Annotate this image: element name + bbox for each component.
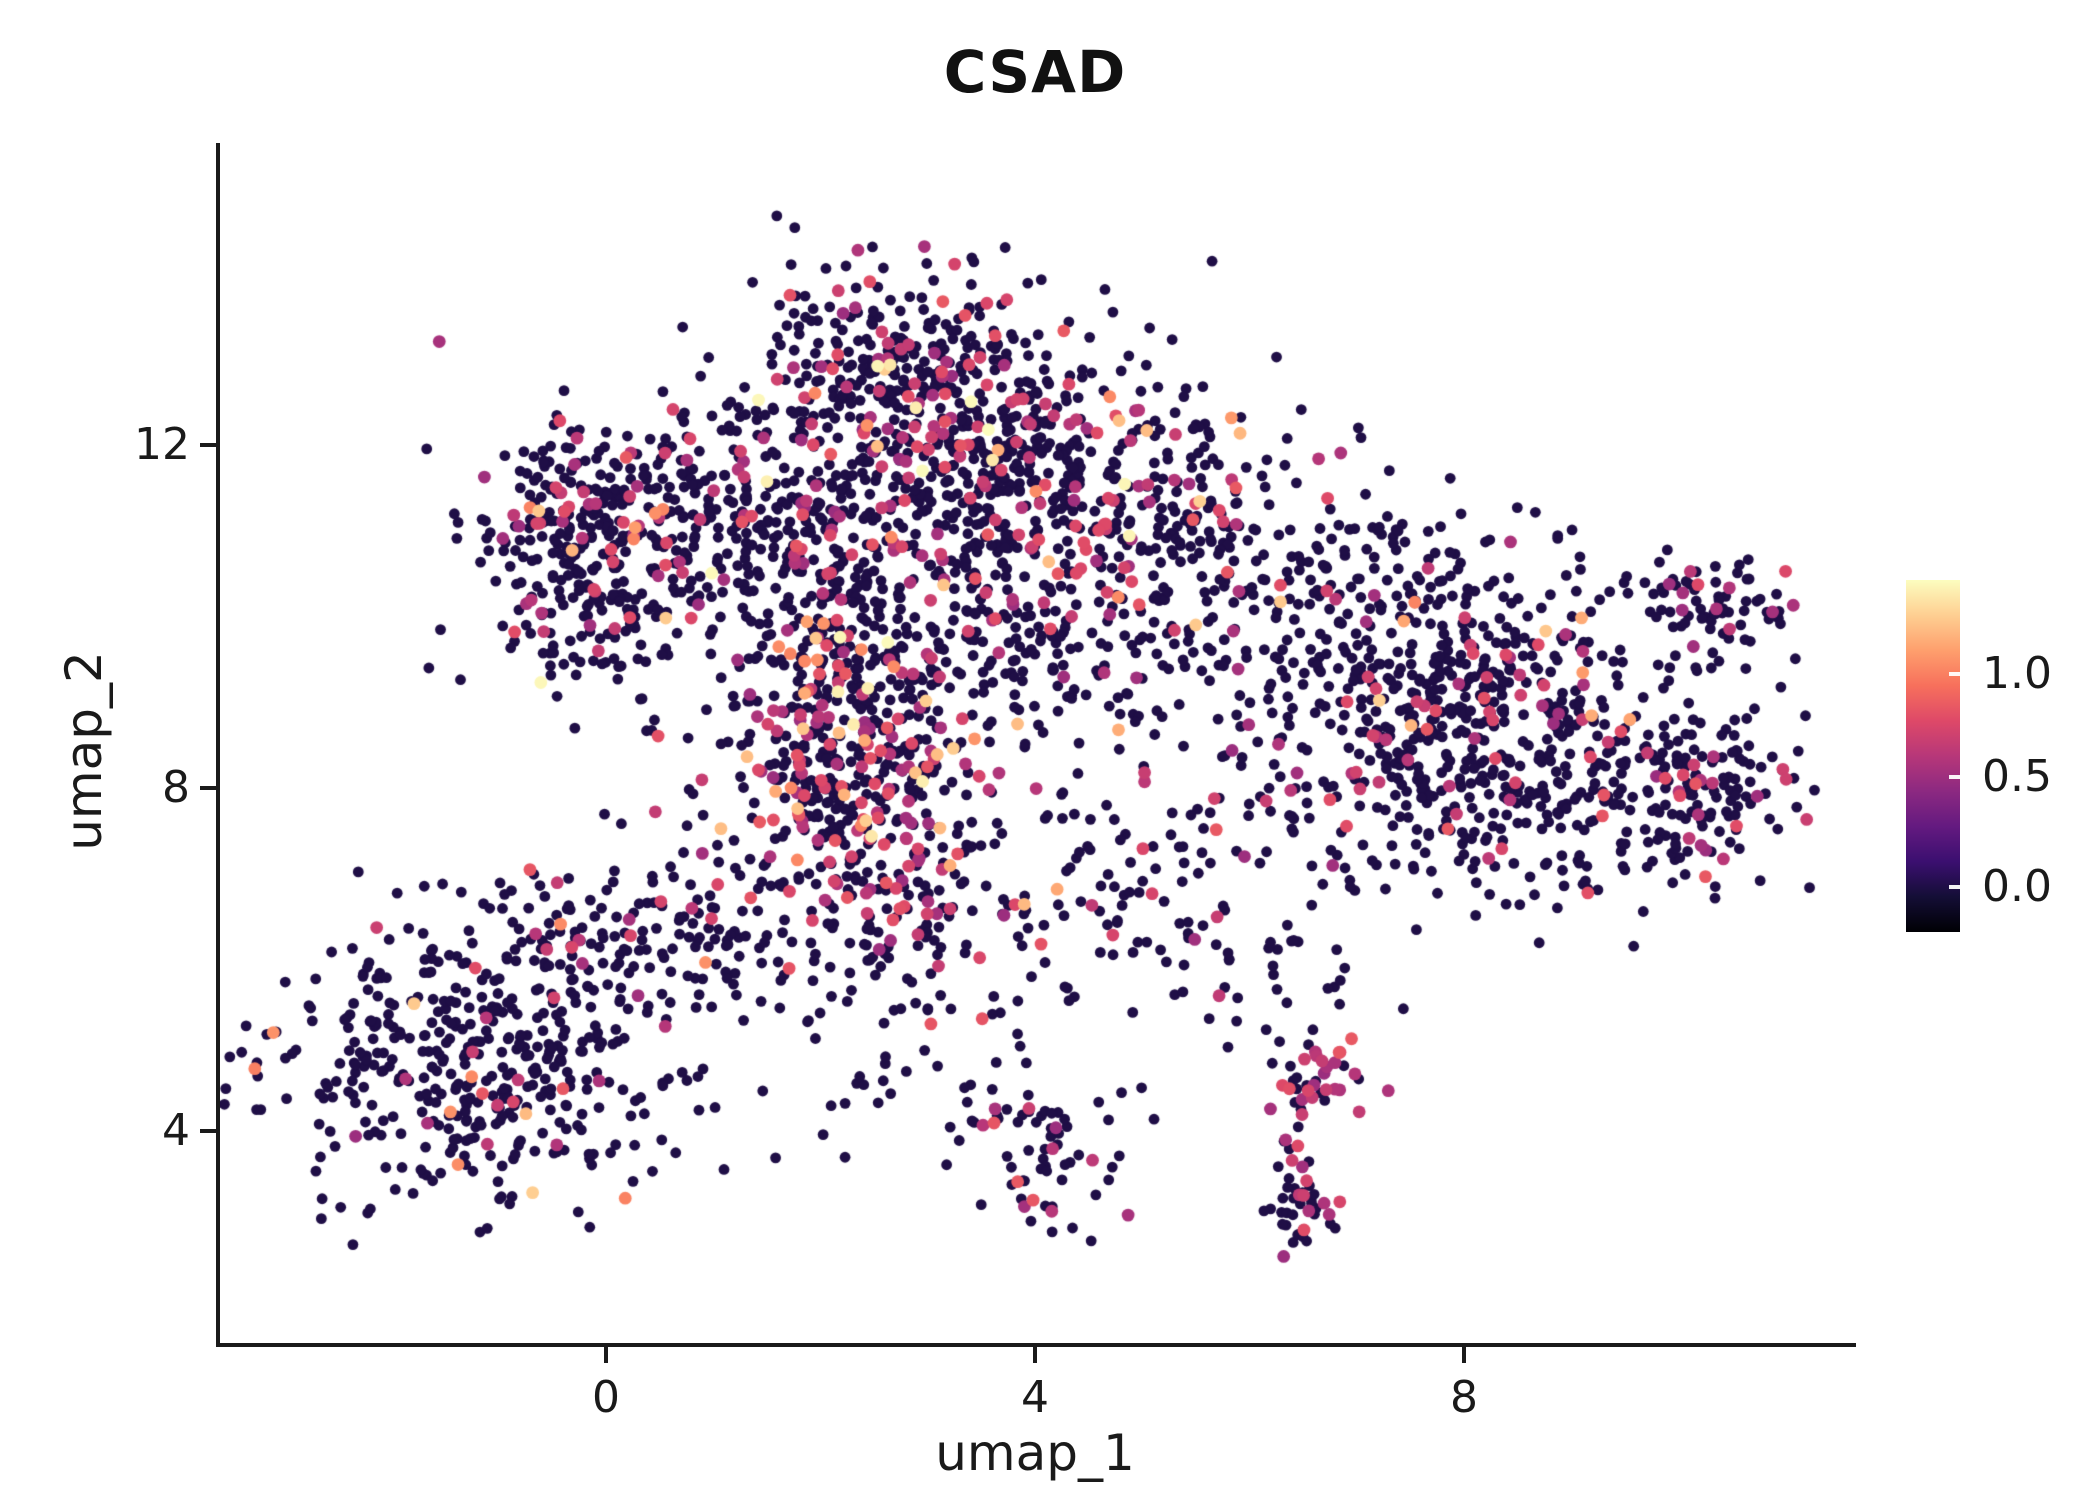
y-axis-line [216,143,220,1347]
colorbar-tick [1949,672,1960,676]
y-tick-label: 8 [162,762,190,813]
y-tick-label: 4 [162,1105,190,1156]
x-tick [1462,1347,1466,1363]
x-axis-line [216,1343,1856,1347]
x-tick [1033,1347,1037,1363]
x-tick-label: 4 [1021,1372,1049,1423]
colorbar-tick-label: 1.0 [1982,648,2052,699]
y-tick [200,443,216,447]
colorbar: 1.0 0.5 0.0 [1906,580,2052,932]
colorbar-tick-label: 0.0 [1982,861,2052,912]
y-axis-label: umap_2 [55,651,113,851]
x-tick [604,1347,608,1363]
umap-scatter-canvas [220,145,1850,1345]
y-tick-label: 12 [134,419,190,470]
colorbar-tick [1949,885,1960,889]
x-tick-label: 8 [1450,1372,1478,1423]
y-tick [200,1129,216,1133]
x-axis-label: umap_1 [935,1424,1135,1482]
colorbar-tick [1949,775,1960,779]
colorbar-tick-label: 0.5 [1982,751,2052,802]
plot-title: CSAD [943,38,1127,106]
x-tick-label: 0 [592,1372,620,1423]
y-tick [200,786,216,790]
colorbar-gradient [1906,580,1960,932]
